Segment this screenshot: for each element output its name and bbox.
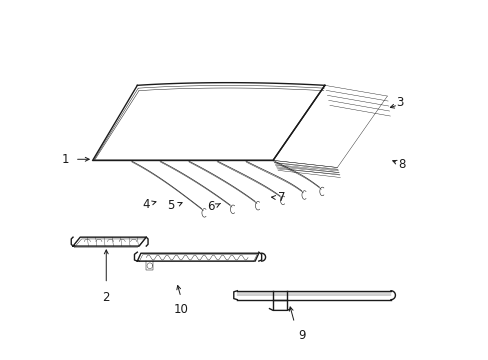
- Text: 6: 6: [206, 199, 214, 212]
- Text: 1: 1: [62, 153, 69, 166]
- Text: 3: 3: [395, 96, 403, 109]
- Text: 2: 2: [102, 291, 110, 304]
- Text: 7: 7: [278, 192, 285, 204]
- Text: 10: 10: [173, 303, 188, 316]
- Text: 4: 4: [142, 198, 149, 211]
- Text: 5: 5: [167, 199, 175, 212]
- Text: 8: 8: [397, 158, 405, 171]
- Text: 9: 9: [297, 329, 305, 342]
